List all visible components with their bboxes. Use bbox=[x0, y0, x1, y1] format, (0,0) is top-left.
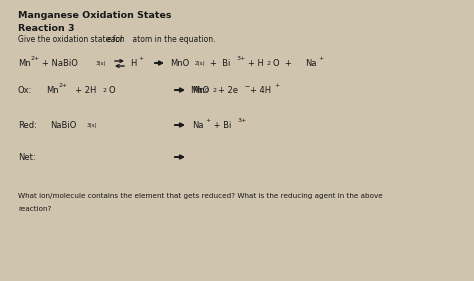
Text: Na: Na bbox=[305, 59, 317, 68]
Text: What ion/molecule contains the element that gets reduced? What is the reducing a: What ion/molecule contains the element t… bbox=[18, 193, 383, 199]
Text: NaBiO: NaBiO bbox=[50, 121, 76, 130]
Text: + 2H: + 2H bbox=[70, 86, 96, 95]
Text: +: + bbox=[138, 56, 143, 61]
Text: MnO: MnO bbox=[170, 59, 189, 68]
Text: Reaction 3: Reaction 3 bbox=[18, 24, 74, 33]
Text: +: + bbox=[274, 83, 279, 88]
Text: 2: 2 bbox=[267, 61, 271, 66]
Text: 0: 0 bbox=[205, 88, 209, 93]
Text: Manganese Oxidation States: Manganese Oxidation States bbox=[18, 11, 172, 20]
Text: Mn: Mn bbox=[46, 86, 59, 95]
Text: 2: 2 bbox=[103, 88, 107, 93]
Text: Give the oxidation state for: Give the oxidation state for bbox=[18, 35, 126, 44]
Text: Red:: Red: bbox=[18, 121, 37, 130]
Text: O: O bbox=[109, 86, 116, 95]
Text: 3+: 3+ bbox=[238, 118, 247, 123]
Text: Na: Na bbox=[192, 121, 203, 130]
Text: +: + bbox=[205, 118, 210, 123]
Text: 2+: 2+ bbox=[59, 83, 68, 88]
Text: −: − bbox=[244, 83, 249, 88]
Text: + NaBiO: + NaBiO bbox=[42, 59, 78, 68]
Text: 2+: 2+ bbox=[31, 56, 40, 61]
Text: Net:: Net: bbox=[18, 153, 36, 162]
Text: 3(s): 3(s) bbox=[96, 61, 107, 66]
Text: Mn: Mn bbox=[192, 86, 205, 95]
Text: O  +: O + bbox=[273, 59, 292, 68]
Text: Mn: Mn bbox=[18, 59, 31, 68]
Text: 3+: 3+ bbox=[237, 56, 246, 61]
Text: + Bi: + Bi bbox=[211, 121, 231, 130]
Text: + H: + H bbox=[248, 59, 264, 68]
Text: 2(s): 2(s) bbox=[195, 61, 206, 66]
Text: +: + bbox=[318, 56, 323, 61]
Text: 3(s): 3(s) bbox=[87, 123, 98, 128]
Text: H: H bbox=[130, 59, 137, 68]
Text: reaction?: reaction? bbox=[18, 206, 51, 212]
Text: + 2e: + 2e bbox=[218, 86, 238, 95]
Text: MnO: MnO bbox=[190, 86, 209, 95]
Text: each: each bbox=[107, 35, 126, 44]
Text: +  Bi: + Bi bbox=[210, 59, 230, 68]
Text: 2: 2 bbox=[213, 88, 217, 93]
Text: Ox:: Ox: bbox=[18, 86, 32, 95]
Text: + 4H: + 4H bbox=[250, 86, 271, 95]
Text: atom in the equation.: atom in the equation. bbox=[130, 35, 216, 44]
